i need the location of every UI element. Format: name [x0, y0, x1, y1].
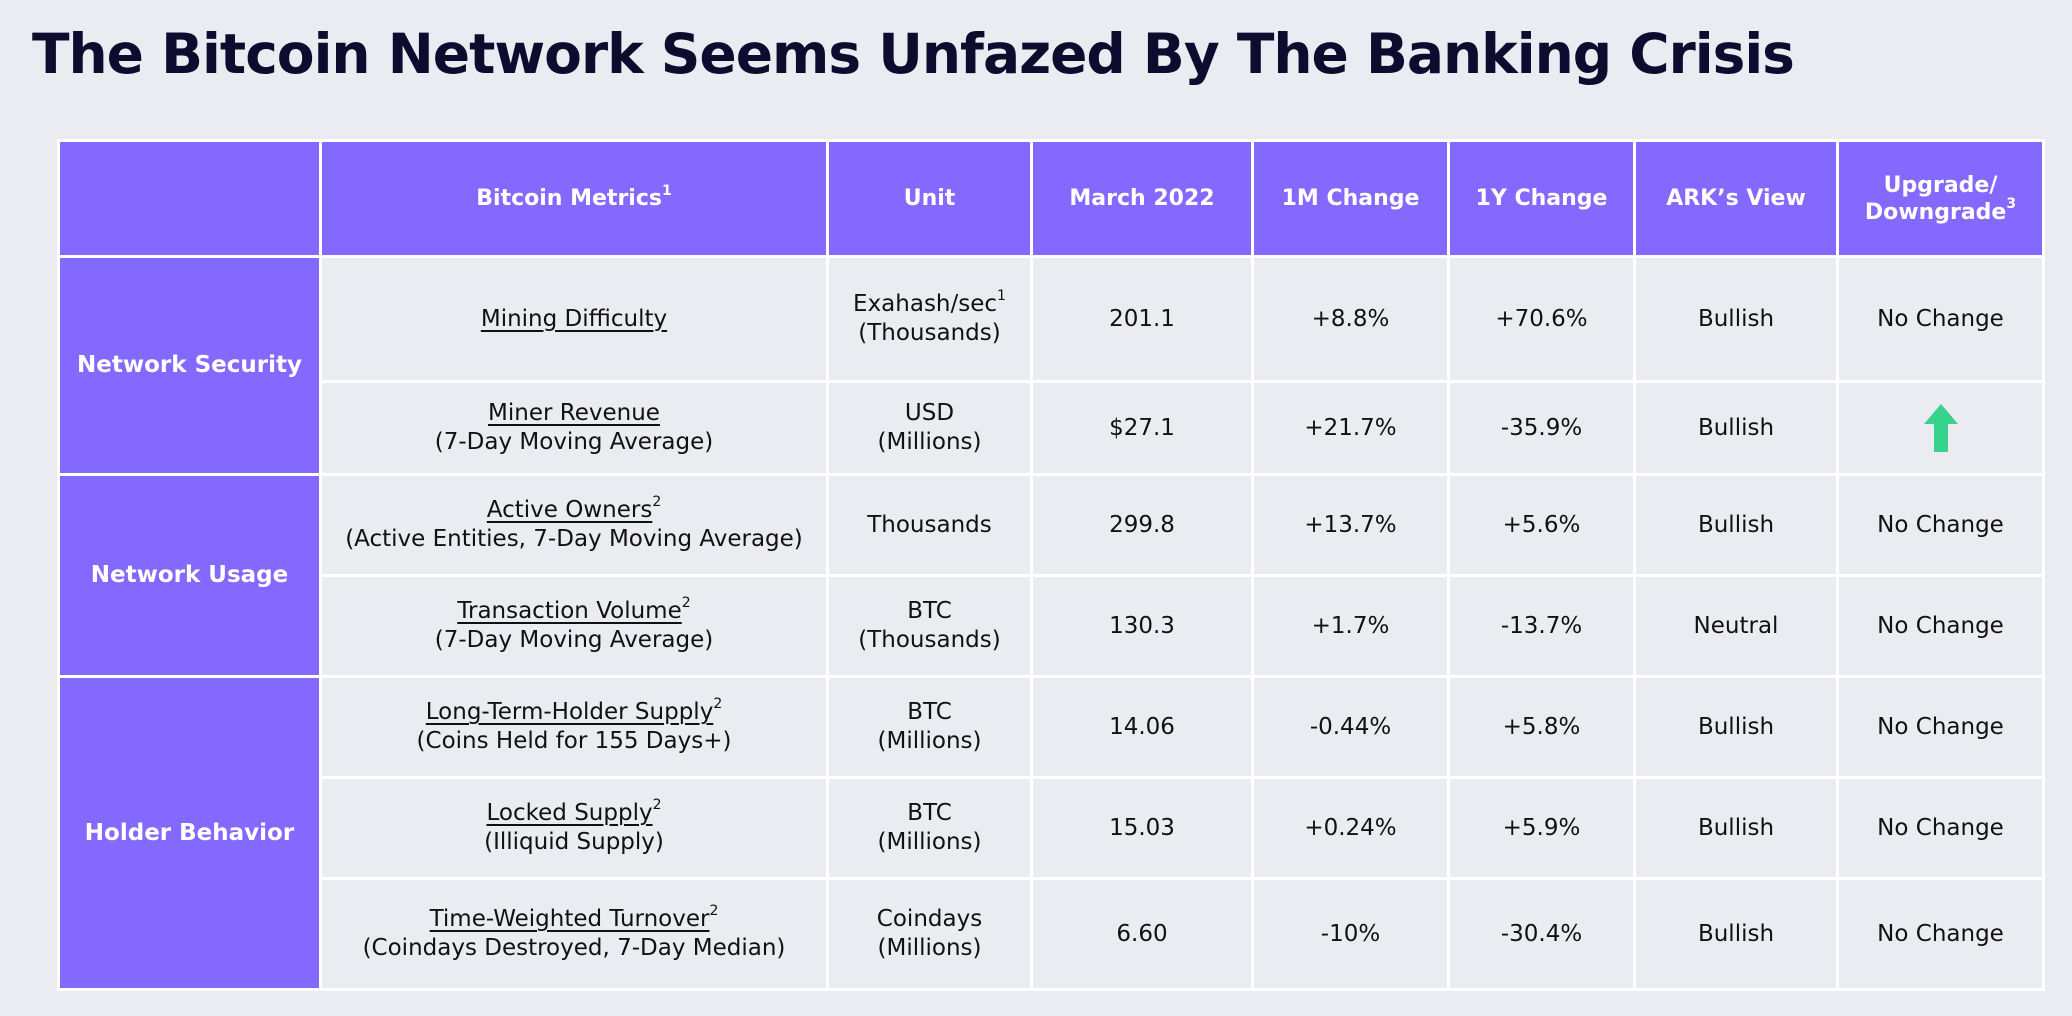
- metric-cell: Time-Weighted Turnover2 (Coindays Destro…: [319, 877, 829, 991]
- 1m-change-cell: +1.7%: [1251, 574, 1450, 678]
- march-value-cell: 15.03: [1030, 776, 1254, 880]
- header-row: Bitcoin Metrics1 Unit March 2022 1M Chan…: [57, 139, 2045, 258]
- upgrade-cell: No Change: [1836, 574, 2045, 678]
- upgrade-cell: No Change: [1836, 255, 2045, 383]
- unit-cell: Thousands: [826, 473, 1033, 577]
- metric-cell: Transaction Volume2 (7-Day Moving Averag…: [319, 574, 829, 678]
- metric-name: Locked Supply: [486, 800, 653, 826]
- upgrade-cell: [1836, 380, 2045, 476]
- metric-subtitle: (7-Day Moving Average): [434, 429, 714, 455]
- header-march-2022: March 2022: [1030, 139, 1254, 258]
- 1m-change-cell: -10%: [1251, 877, 1450, 991]
- header-unit: Unit: [826, 139, 1033, 258]
- march-value-cell: 14.06: [1030, 675, 1254, 779]
- header-arks-view: ARK’s View: [1633, 139, 1839, 258]
- ark-view-cell: Bullish: [1633, 255, 1839, 383]
- group-network-security: Network Security: [57, 255, 322, 476]
- 1y-change-cell: -13.7%: [1447, 574, 1636, 678]
- metric-cell: Active Owners2 (Active Entities, 7-Day M…: [319, 473, 829, 577]
- table-row: Network Security Mining Difficulty Exaha…: [57, 255, 2045, 476]
- metric-subtitle: (Coindays Destroyed, 7-Day Median): [362, 935, 786, 961]
- metric-subtitle: (7-Day Moving Average): [434, 627, 714, 653]
- 1y-change-cell: +70.6%: [1447, 255, 1636, 383]
- table-row: Locked Supply2 (Illiquid Supply) BTC (Mil…: [59, 776, 2045, 880]
- 1y-change-cell: -35.9%: [1447, 380, 1636, 476]
- metrics-table: Bitcoin Metrics1 Unit March 2022 1M Chan…: [57, 139, 2045, 991]
- unit-cell: BTC (Millions): [826, 776, 1033, 880]
- march-value-cell: 299.8: [1030, 473, 1254, 577]
- group-network-usage: Network Usage: [57, 473, 322, 678]
- header-bitcoin-metrics: Bitcoin Metrics1: [319, 139, 829, 258]
- header-1y-change: 1Y Change: [1447, 139, 1636, 258]
- 1m-change-cell: +8.8%: [1251, 255, 1450, 383]
- unit-cell: BTC (Thousands): [826, 574, 1033, 678]
- header-1m-change: 1M Change: [1251, 139, 1450, 258]
- 1y-change-cell: +5.9%: [1447, 776, 1636, 880]
- metric-cell: Miner Revenue (7-Day Moving Average): [319, 380, 829, 476]
- metric-name: Transaction Volume: [457, 598, 682, 624]
- upgrade-cell: No Change: [1836, 473, 2045, 577]
- table-row: Network Usage Active Owners2 (Active Ent…: [57, 473, 2045, 678]
- 1m-change-cell: +13.7%: [1251, 473, 1450, 577]
- table-row: Holder Behavior Long-Term-Holder Supply2…: [57, 675, 2045, 991]
- table-row: Miner Revenue (7-Day Moving Average) USD…: [59, 380, 2045, 476]
- 1y-change-cell: +5.6%: [1447, 473, 1636, 577]
- page-title: The Bitcoin Network Seems Unfazed By The…: [32, 22, 1795, 86]
- ark-view-cell: Bullish: [1633, 473, 1839, 577]
- upgrade-cell: No Change: [1836, 675, 2045, 779]
- march-value-cell: $27.1: [1030, 380, 1254, 476]
- march-value-cell: 201.1: [1030, 255, 1254, 383]
- upgrade-cell: No Change: [1836, 776, 2045, 880]
- table-row: Transaction Volume2 (7-Day Moving Averag…: [59, 574, 2045, 678]
- ark-view-cell: Bullish: [1633, 877, 1839, 991]
- group-holder-behavior: Holder Behavior: [57, 675, 322, 991]
- 1y-change-cell: +5.8%: [1447, 675, 1636, 779]
- metric-subtitle: (Illiquid Supply): [484, 829, 664, 855]
- 1m-change-cell: -0.44%: [1251, 675, 1450, 779]
- 1m-change-cell: +0.24%: [1251, 776, 1450, 880]
- metric-cell: Mining Difficulty: [319, 255, 829, 383]
- ark-view-cell: Bullish: [1633, 380, 1839, 476]
- ark-view-cell: Bullish: [1633, 776, 1839, 880]
- metric-name: Miner Revenue: [488, 400, 660, 426]
- unit-cell: USD (Millions): [826, 380, 1033, 476]
- metric-name: Time-Weighted Turnover: [429, 906, 710, 932]
- unit-cell: BTC (Millions): [826, 675, 1033, 779]
- ark-view-cell: Bullish: [1633, 675, 1839, 779]
- metric-cell: Locked Supply2 (Illiquid Supply): [319, 776, 829, 880]
- header-upgrade-downgrade: Upgrade/Downgrade3: [1836, 139, 2045, 258]
- metric-name: Active Owners: [486, 497, 653, 523]
- up-arrow-icon: [1923, 404, 1958, 452]
- metric-name: Mining Difficulty: [480, 305, 668, 332]
- upgrade-cell: No Change: [1836, 877, 2045, 991]
- march-value-cell: 6.60: [1030, 877, 1254, 991]
- 1y-change-cell: -30.4%: [1447, 877, 1636, 991]
- 1m-change-cell: +21.7%: [1251, 380, 1450, 476]
- metric-subtitle: (Active Entities, 7-Day Moving Average): [345, 526, 803, 552]
- metric-subtitle: (Coins Held for 155 Days+): [416, 728, 732, 754]
- unit-cell: Coindays (Millions): [826, 877, 1033, 991]
- header-blank: [57, 139, 322, 258]
- table-row: Time-Weighted Turnover2 (Coindays Destro…: [59, 877, 2045, 991]
- ark-view-cell: Neutral: [1633, 574, 1839, 678]
- metric-cell: Long-Term-Holder Supply2 (Coins Held for…: [319, 675, 829, 779]
- metric-name: Long-Term-Holder Supply: [425, 699, 714, 725]
- march-value-cell: 130.3: [1030, 574, 1254, 678]
- unit-cell: Exahash/sec1 (Thousands): [826, 255, 1033, 383]
